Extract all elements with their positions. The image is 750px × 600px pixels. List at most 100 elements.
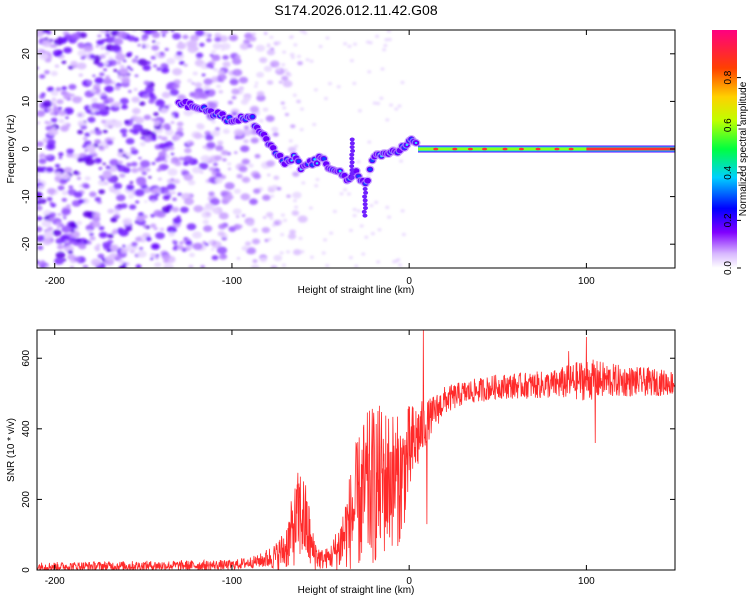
spectrogram-noise-blob <box>154 256 160 260</box>
spectrogram-noise-blob <box>240 145 250 153</box>
spectrogram-noise-blob <box>282 263 287 267</box>
spectrogram-noise-blob <box>299 128 304 132</box>
snr-panel: -200 -100 0 100 0 200 400 600 Height of straig… <box>6 329 676 596</box>
spectrogram-noise-blob <box>357 109 362 113</box>
spectrogram-noise-blob <box>291 210 300 216</box>
spectrogram-noise-blob <box>208 166 216 172</box>
spectrogram-noise-blob <box>58 156 63 159</box>
spectrogram-noise-blob <box>98 231 108 239</box>
spectrogram-noise-blob <box>165 129 175 136</box>
spectrogram-noise-blob <box>85 224 95 232</box>
spectrogram-noise-blob <box>65 116 69 120</box>
spectrogram-noise-blob <box>282 106 287 110</box>
ridge-streak <box>362 213 368 218</box>
spectrogram-noise-blob <box>38 158 47 165</box>
spectrogram-noise-blob <box>172 246 178 251</box>
ridge-peak <box>250 114 255 119</box>
ridge-streak <box>349 167 355 172</box>
spectrogram-noise-blob <box>251 238 261 245</box>
spectrogram-noise-blob <box>97 253 105 259</box>
spectrogram-noise-blob <box>170 159 177 164</box>
spectrogram-noise-blob <box>144 86 155 93</box>
steady-line-core <box>586 147 675 151</box>
spectrogram-noise-blob <box>136 250 147 258</box>
spectrogram-noise-blob <box>202 241 207 244</box>
spectrogram-noise-blob <box>194 82 203 88</box>
steady-line-dash <box>452 147 458 151</box>
spectrogram-noise-blob <box>202 145 208 149</box>
spectrogram-noise-blob <box>37 30 44 38</box>
spectrogram-noise-blob <box>246 247 257 255</box>
spectrogram-noise-blob <box>249 198 258 205</box>
spectrogram-noise-blob <box>135 264 142 268</box>
spectrogram-noise-blob <box>125 137 135 145</box>
spectrogram-noise-blob <box>232 208 242 215</box>
spectrogram-noise-blob <box>134 189 145 197</box>
spectrogram-noise-blob <box>150 257 154 261</box>
spectrogram-noise-blob <box>263 65 273 72</box>
spectrogram-noise-blob <box>110 217 118 223</box>
spectrogram-noise-blob <box>352 81 357 86</box>
spectrogram-noise-blob <box>273 254 283 262</box>
spectrogram-noise-blob <box>139 141 146 147</box>
spectrogram-noise-blob <box>188 264 194 268</box>
spectrogram-noise-blob <box>134 116 145 124</box>
spectrogram-noise-blob <box>329 231 334 235</box>
spectrogram-noise-blob <box>142 64 151 71</box>
spectrogram-noise-blob <box>119 97 129 105</box>
spectrogram-noise-blob <box>356 209 361 213</box>
steady-line-dash <box>568 147 574 151</box>
spectrogram-noise-blob <box>61 208 71 216</box>
spectrogram-noise-blob <box>101 119 107 124</box>
spectrogram-noise-blob <box>138 156 142 160</box>
snr-xtick-label: -200 <box>45 576 65 587</box>
spectrogram-noise-blob <box>227 162 232 166</box>
spectrogram-noise-blob <box>55 237 64 245</box>
spectrogram-noise-blob <box>227 167 232 171</box>
spectrogram-noise-blob <box>216 246 228 255</box>
spectrogram-noise-blob <box>352 207 357 212</box>
spectrogram-noise-blob <box>151 199 156 203</box>
spectrogram-noise-blob <box>130 161 138 167</box>
spectrogram-noise-blob <box>176 215 181 219</box>
spectrogram-noise-blob <box>266 80 274 85</box>
spectrogram-noise-blob <box>54 163 61 168</box>
spectrogram-noise-blob <box>214 37 222 42</box>
spectrogram-noise-blob <box>367 70 372 74</box>
spectrogram-noise-blob <box>209 198 220 206</box>
spectrogram-noise-blob <box>325 264 330 268</box>
spectrogram-noise-blob <box>222 55 229 60</box>
spectrogram-noise-blob <box>66 204 71 208</box>
spectrogram-noise-blob <box>91 97 98 103</box>
spectrogram-noise-blob <box>37 235 45 242</box>
spectrogram-noise-blob <box>203 225 213 233</box>
spectrogram-noise-blob <box>377 228 382 232</box>
spectrogram-noise-blob <box>262 194 271 201</box>
spectrogram-noise-blob <box>122 217 133 226</box>
spectrogram-noise-blob <box>183 236 189 241</box>
spectrogram-noise-blob <box>379 96 384 100</box>
spectrogram-noise-blob <box>347 44 352 48</box>
spectrogram-noise-blob <box>361 252 366 256</box>
spectrogram-noise-blob <box>37 110 46 117</box>
spectrogram-noise-blob <box>113 182 123 190</box>
spectrogram-noise-blob <box>97 34 102 38</box>
spectrogram-noise-blob <box>150 243 161 250</box>
spectrogram-noise-blob <box>37 178 40 182</box>
spectrogram-noise-blob <box>77 49 87 57</box>
snr-xtick-label: 100 <box>578 576 595 587</box>
spectrogram-noise-blob <box>389 103 394 107</box>
steady-line-dash <box>518 147 524 151</box>
spectrogram-noise-blob <box>218 35 229 43</box>
spectrogram-noise-blob <box>376 260 381 264</box>
spectrogram-noise-blob <box>267 185 272 190</box>
spectrogram-noise-blob <box>179 241 184 245</box>
spectrogram-noise-blob <box>38 167 45 172</box>
spectrogram-noise-blob <box>401 232 406 237</box>
spectrogram-noise-blob <box>148 194 159 202</box>
spectrogram-noise-blob <box>166 183 176 190</box>
spectrogram-noise-blob <box>88 232 94 237</box>
spectrogram-noise-blob <box>289 52 295 57</box>
ridge-peak-high <box>414 141 418 145</box>
spectrogram-noise-blob <box>61 225 72 233</box>
